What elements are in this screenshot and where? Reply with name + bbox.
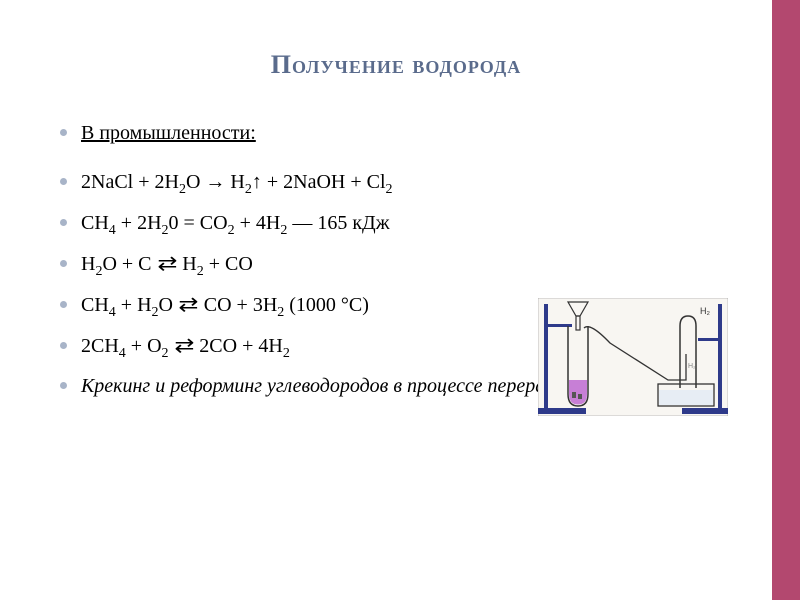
bullet-icon	[60, 178, 67, 185]
svg-text:H₂: H₂	[700, 306, 710, 316]
equation-4: CH4 + H2O ⇄ CO + 3H2 (1000 °C)	[81, 292, 369, 323]
bullet-icon	[60, 382, 67, 389]
content-area: В промышленности: 2NaCl + 2H2O → H2↑ + 2N…	[60, 120, 732, 400]
equation-5: 2CH4 + O2 ⇄ 2CO + 4H2	[81, 333, 290, 364]
bullet-icon	[60, 301, 67, 308]
equation-3: H2O + C ⇄ H2 + CO	[81, 251, 253, 282]
svg-text:H₂: H₂	[688, 363, 696, 370]
apparatus-diagram: H₂ H₂	[538, 298, 728, 416]
bullet-icon	[60, 129, 67, 136]
bullet-icon	[60, 342, 67, 349]
slide-title: Получение водорода	[60, 50, 732, 80]
subtitle: В промышленности:	[81, 120, 256, 147]
equation-2: CH4 + 2H20 = CO2 + 4H2 — 165 кДж	[81, 210, 390, 241]
bullet-icon	[60, 219, 67, 226]
equation-1: 2NaCl + 2H2O → H2↑ + 2NaOH + Cl2	[81, 169, 393, 200]
bullet-icon	[60, 260, 67, 267]
